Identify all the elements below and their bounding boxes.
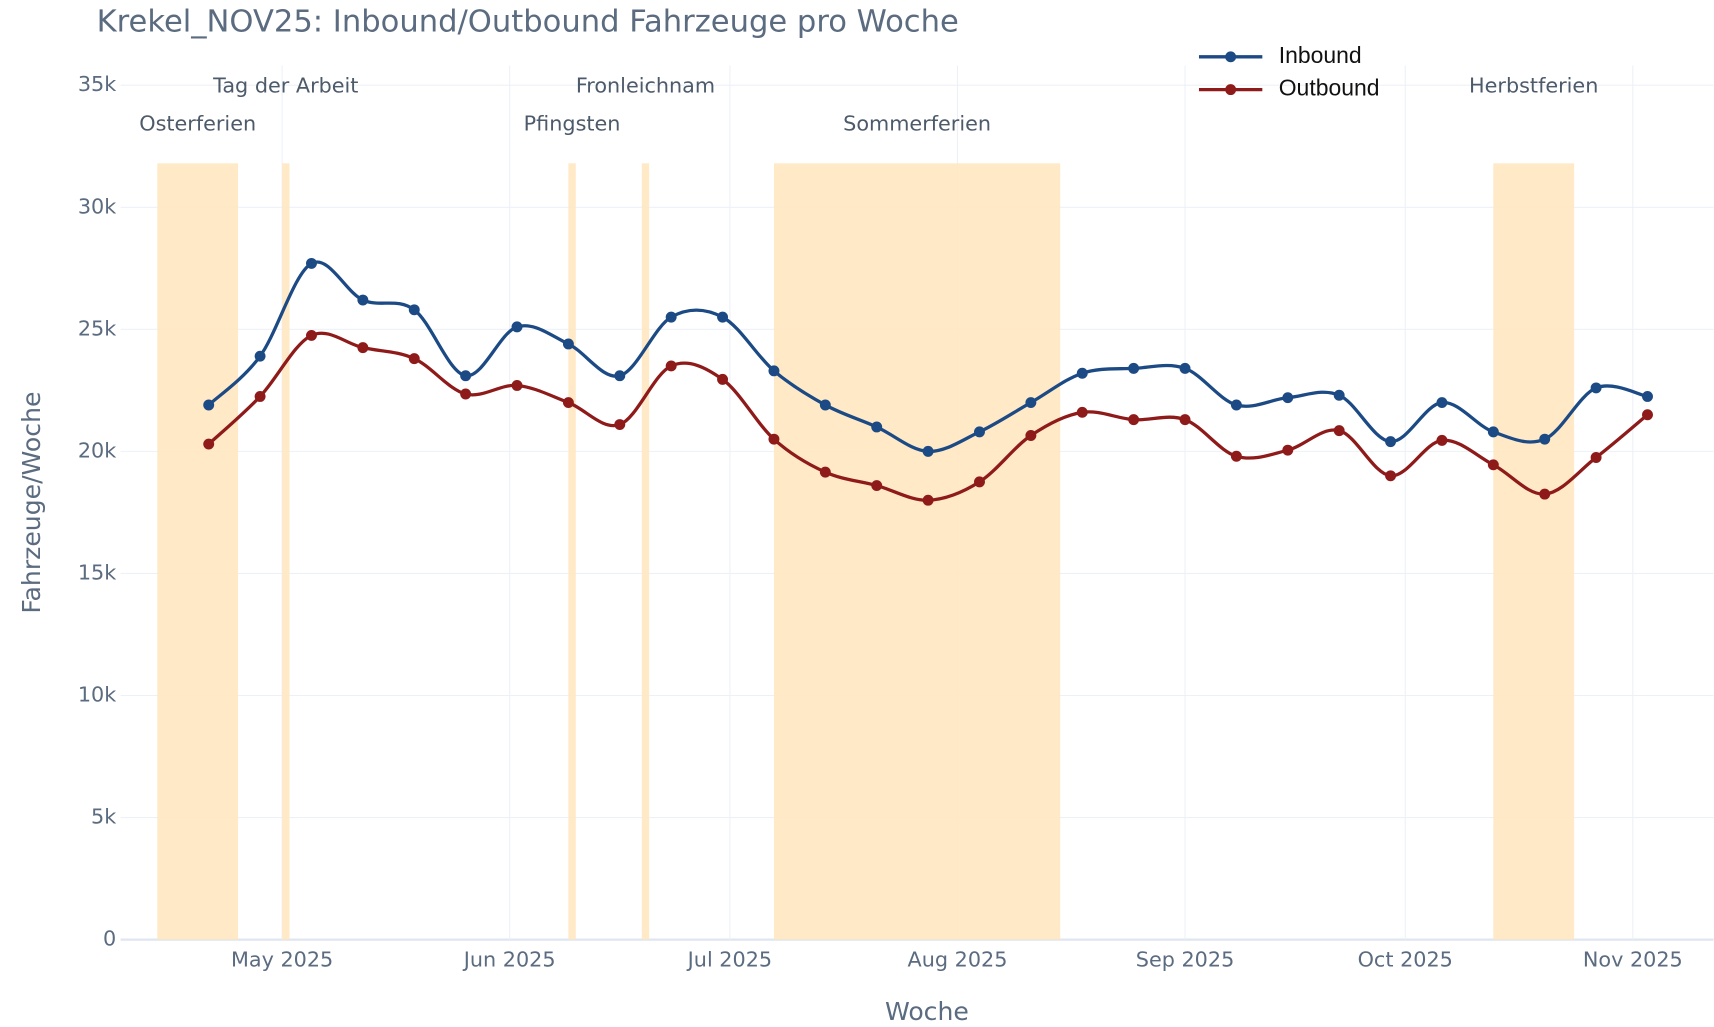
y-axis-title: Fahrzeuge/Woche — [17, 392, 46, 614]
data-point — [1487, 459, 1499, 471]
legend-label: Outbound — [1279, 75, 1380, 101]
data-point — [408, 353, 420, 365]
data-point — [306, 329, 317, 341]
legend-marker — [1225, 84, 1237, 96]
data-point — [1590, 452, 1602, 463]
data-point — [1025, 397, 1037, 409]
x-axis-title: Woche — [885, 997, 969, 1026]
data-point — [203, 438, 215, 450]
holiday-region — [568, 163, 576, 940]
chart-title: Krekel_NOV25: Inbound/Outbound Fahrzeuge… — [97, 4, 959, 39]
data-point — [357, 294, 369, 306]
data-point — [974, 426, 985, 438]
legend-label: Inbound — [1279, 42, 1362, 68]
holiday-region — [157, 163, 239, 940]
y-tick-label: 25k — [78, 316, 116, 340]
data-point — [562, 338, 574, 350]
data-point — [1385, 470, 1397, 482]
legend: Inbound Outbound — [1198, 42, 1380, 101]
data-point — [768, 365, 780, 377]
data-point — [1436, 397, 1448, 409]
holiday-region — [1493, 163, 1575, 940]
x-tick-label: Aug 2025 — [908, 947, 1008, 971]
x-tick-label: Jun 2025 — [462, 947, 556, 971]
data-point — [922, 445, 934, 457]
data-point — [306, 257, 317, 269]
holiday-region — [641, 163, 650, 940]
data-point — [1025, 430, 1037, 441]
data-point — [1282, 444, 1294, 456]
data-point — [1282, 392, 1294, 404]
x-tick-label: Jul 2025 — [686, 947, 772, 971]
region-label: Tag der Arbeit — [212, 73, 358, 97]
data-point — [665, 311, 677, 323]
data-point — [1333, 389, 1345, 401]
data-point — [511, 321, 523, 333]
data-point — [1539, 488, 1551, 500]
data-point — [1642, 409, 1653, 421]
region-label: Pfingsten — [524, 112, 621, 136]
data-point — [768, 433, 780, 445]
data-point — [614, 419, 626, 430]
data-point — [819, 399, 831, 411]
y-tick-label: 35k — [78, 72, 116, 96]
x-tick-label: Sep 2025 — [1136, 947, 1235, 971]
y-tick-label: 15k — [78, 560, 116, 584]
data-point — [460, 370, 472, 382]
data-point — [1230, 399, 1242, 411]
data-point — [922, 494, 934, 506]
data-point — [408, 304, 420, 316]
data-point — [1436, 434, 1448, 446]
data-point — [254, 390, 266, 402]
data-point — [562, 397, 574, 409]
data-point — [1128, 362, 1140, 374]
data-point — [1179, 362, 1191, 374]
data-point — [1385, 436, 1397, 448]
data-point — [203, 399, 215, 411]
data-point — [974, 476, 985, 488]
data-point — [1539, 433, 1551, 445]
data-point — [1076, 367, 1088, 379]
y-tick-label: 10k — [78, 682, 116, 706]
data-point — [460, 388, 472, 400]
data-point — [1333, 425, 1345, 437]
y-tick-label: 0 — [103, 927, 116, 951]
data-point — [1076, 406, 1088, 418]
legend-marker — [1225, 51, 1237, 63]
data-point — [357, 342, 369, 354]
holiday-region — [282, 163, 290, 940]
data-point — [1230, 450, 1242, 462]
series-line — [207, 260, 1648, 454]
data-point — [511, 380, 523, 391]
data-point — [1128, 414, 1140, 426]
data-point — [254, 350, 266, 362]
data-point — [871, 421, 883, 433]
data-point — [717, 373, 729, 385]
y-tick-label: 5k — [91, 805, 116, 829]
region-label: Osterferien — [139, 112, 256, 136]
y-tick-label: 30k — [78, 194, 116, 218]
x-tick-label: May 2025 — [231, 947, 333, 971]
region-label: Herbstferien — [1469, 73, 1598, 97]
data-point — [1179, 414, 1191, 426]
x-tick-label: Oct 2025 — [1358, 947, 1453, 971]
data-point — [665, 360, 677, 372]
data-point — [1487, 426, 1499, 438]
region-label: Fronleichnam — [576, 73, 715, 97]
x-tick-label: Nov 2025 — [1583, 947, 1683, 971]
data-point — [1590, 382, 1602, 394]
data-point — [819, 466, 831, 478]
data-point — [614, 370, 626, 382]
holiday-region — [773, 163, 1061, 940]
data-point — [1642, 390, 1653, 402]
data-point — [717, 311, 729, 323]
region-label: Sommerferien — [843, 112, 991, 136]
data-point — [871, 480, 883, 492]
y-tick-label: 20k — [78, 438, 116, 462]
